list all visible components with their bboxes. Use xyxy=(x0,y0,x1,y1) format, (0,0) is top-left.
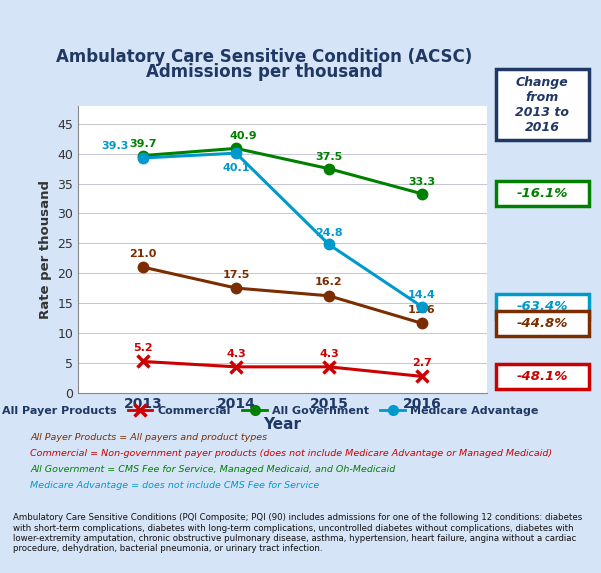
Legend: All Payer Products, Commercial, All Government, Medicare Advantage: All Payer Products, Commercial, All Gove… xyxy=(0,402,543,421)
Text: 17.5: 17.5 xyxy=(222,270,250,280)
Text: 37.5: 37.5 xyxy=(316,152,343,162)
Text: 33.3: 33.3 xyxy=(408,177,435,187)
Text: All Payer Products = All payers and product types: All Payer Products = All payers and prod… xyxy=(30,433,267,442)
Text: 2.7: 2.7 xyxy=(412,358,432,368)
Text: -63.4%: -63.4% xyxy=(517,300,568,313)
Text: 21.0: 21.0 xyxy=(129,249,157,259)
Text: Admissions per thousand: Admissions per thousand xyxy=(146,64,383,81)
Text: 16.2: 16.2 xyxy=(315,277,343,288)
Text: 24.8: 24.8 xyxy=(315,227,343,238)
Text: -16.1%: -16.1% xyxy=(517,187,568,200)
Text: 39.7: 39.7 xyxy=(129,139,157,148)
Text: Medicare Advantage = does not include CMS Fee for Service: Medicare Advantage = does not include CM… xyxy=(30,481,319,490)
Text: Ambulatory Care Sensitive Condition (ACSC): Ambulatory Care Sensitive Condition (ACS… xyxy=(56,48,472,66)
Text: Ambulatory Care Sensitive Conditions (PQI Composite; PQI (90) includes admission: Ambulatory Care Sensitive Conditions (PQ… xyxy=(13,513,582,554)
Text: Commercial = Non-government payer products (does not include Medicare Advantage : Commercial = Non-government payer produc… xyxy=(30,449,552,458)
Text: -48.1%: -48.1% xyxy=(517,370,568,383)
Y-axis label: Rate per thousand: Rate per thousand xyxy=(39,180,52,319)
Text: 4.3: 4.3 xyxy=(226,348,246,359)
Text: Change
from
2013 to
2016: Change from 2013 to 2016 xyxy=(516,76,569,134)
Text: 5.2: 5.2 xyxy=(133,343,153,353)
Text: 4.3: 4.3 xyxy=(319,348,339,359)
Text: 40.9: 40.9 xyxy=(229,131,257,142)
Text: 40.1: 40.1 xyxy=(222,163,250,172)
Text: 39.3: 39.3 xyxy=(102,141,129,151)
Text: 11.6: 11.6 xyxy=(408,305,436,315)
Text: All Government = CMS Fee for Service, Managed Medicaid, and Oh-Medicaid: All Government = CMS Fee for Service, Ma… xyxy=(30,465,395,474)
Text: 14.4: 14.4 xyxy=(408,289,436,300)
Text: -44.8%: -44.8% xyxy=(517,317,568,330)
X-axis label: Year: Year xyxy=(263,417,302,432)
